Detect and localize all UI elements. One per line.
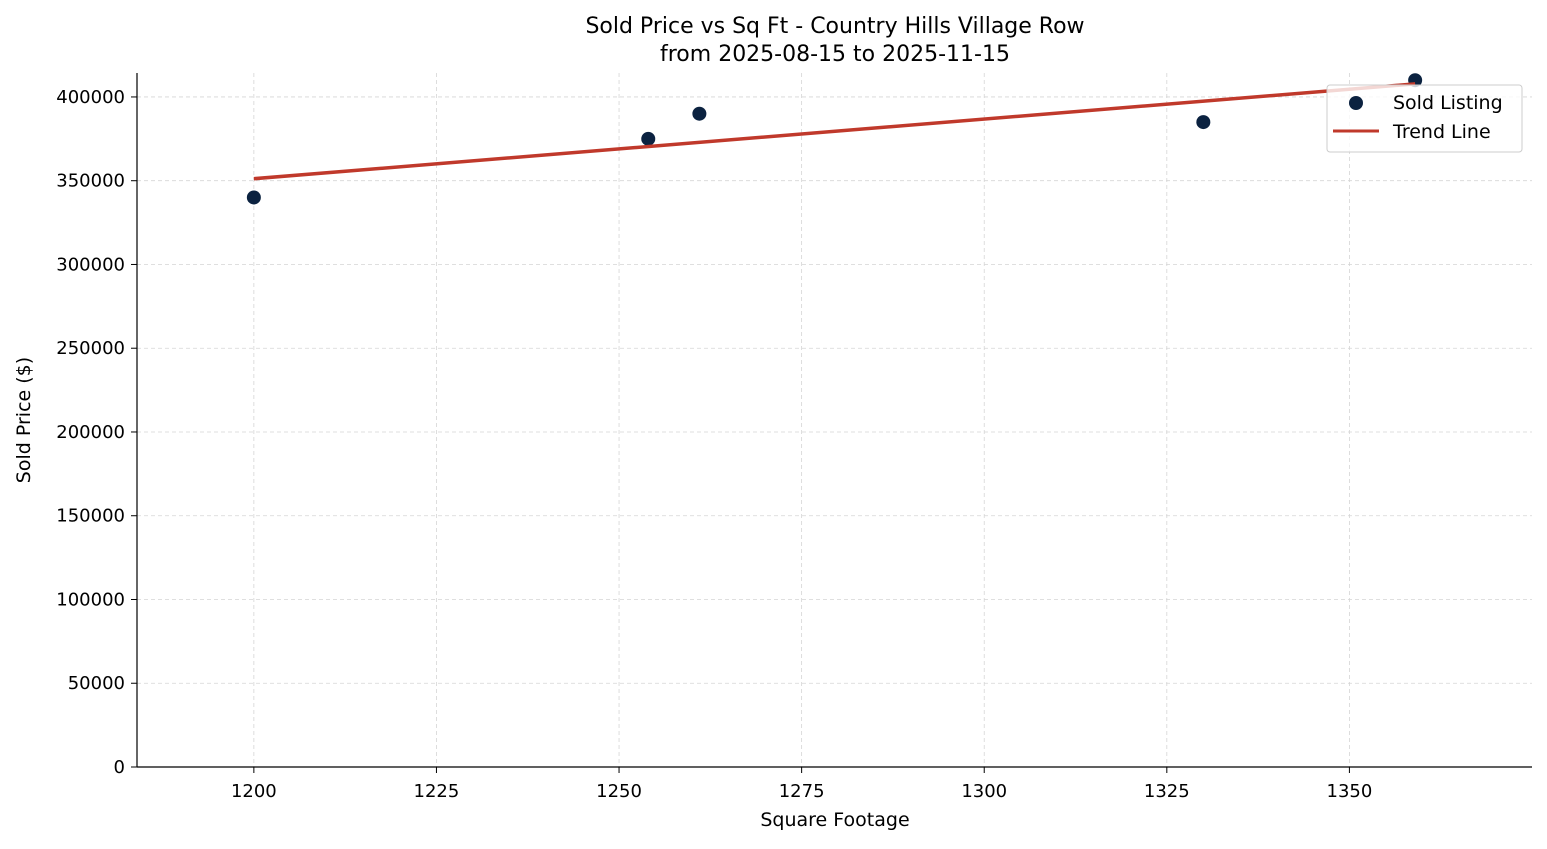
chart-subtitle: from 2025-08-15 to 2025-11-15 [660, 42, 1010, 67]
chart-title: Sold Price vs Sq Ft - Country Hills Vill… [585, 14, 1084, 39]
y-tick-label: 300000 [56, 254, 125, 275]
y-tick-label: 200000 [56, 422, 125, 443]
x-tick-label: 1250 [596, 781, 642, 802]
y-tick-label: 400000 [56, 87, 125, 108]
x-tick-label: 1200 [231, 781, 277, 802]
x-tick-label: 1300 [961, 781, 1007, 802]
y-tick-label: 150000 [56, 506, 125, 527]
y-tick-label: 350000 [56, 171, 125, 192]
x-tick-label: 1275 [779, 781, 825, 802]
x-tick-label: 1325 [1144, 781, 1190, 802]
y-tick-label: 250000 [56, 338, 125, 359]
x-axis-label: Square Footage [760, 809, 909, 831]
legend-marker-sold [1349, 96, 1363, 110]
trend-line [253, 82, 1416, 181]
y-tick-label: 50000 [68, 673, 125, 694]
sold-listing-point [641, 131, 656, 146]
legend: Sold Listing Trend Line [1326, 84, 1523, 153]
legend-label-sold: Sold Listing [1393, 92, 1503, 114]
sold-listing-point [246, 190, 261, 205]
sold-listing-point [692, 106, 707, 121]
y-axis-label: Sold Price ($) [13, 357, 35, 483]
x-tick-label: 1225 [414, 781, 460, 802]
legend-label-trend: Trend Line [1392, 121, 1491, 143]
legend-box [1326, 84, 1523, 153]
x-tick-label: 1350 [1327, 781, 1373, 802]
y-tick-label: 0 [114, 757, 125, 778]
y-tick-label: 100000 [56, 589, 125, 610]
sold-listing-point [1196, 115, 1211, 130]
